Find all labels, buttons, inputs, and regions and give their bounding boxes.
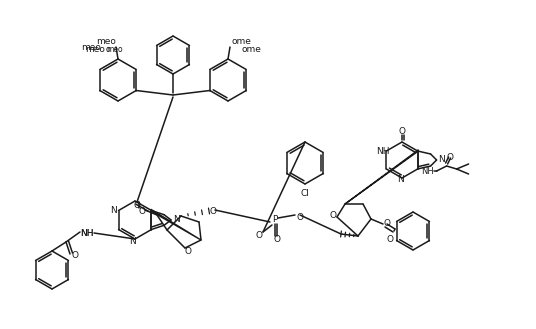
Text: ome: ome (241, 45, 261, 55)
Text: O: O (210, 208, 217, 216)
Text: Cl: Cl (301, 189, 309, 197)
Text: O: O (184, 246, 191, 256)
Text: N: N (438, 156, 445, 164)
Text: O: O (398, 128, 406, 137)
Text: O: O (273, 236, 280, 244)
Text: meo: meo (107, 45, 123, 55)
Text: NH: NH (80, 229, 94, 238)
Text: NH: NH (80, 229, 94, 238)
Text: P: P (272, 215, 278, 224)
Text: meo: meo (96, 37, 116, 45)
Text: NH: NH (376, 146, 389, 156)
Text: N: N (173, 215, 180, 224)
Text: O: O (138, 208, 145, 216)
Text: meo: meo (81, 42, 101, 52)
Text: N: N (397, 175, 404, 185)
Text: O: O (446, 154, 453, 163)
Text: O: O (71, 250, 78, 260)
Text: O: O (256, 231, 263, 240)
Text: N: N (130, 237, 136, 245)
Text: O: O (330, 211, 337, 219)
Text: ome: ome (231, 37, 251, 45)
Polygon shape (345, 150, 419, 204)
Text: N: N (110, 206, 117, 215)
Text: o: o (106, 45, 110, 55)
Text: O: O (133, 200, 140, 210)
Text: O: O (383, 219, 391, 229)
Text: NH: NH (421, 166, 434, 175)
Text: meo: meo (85, 45, 105, 55)
Text: O: O (386, 235, 393, 243)
Text: O: O (296, 214, 303, 222)
Polygon shape (151, 209, 201, 240)
